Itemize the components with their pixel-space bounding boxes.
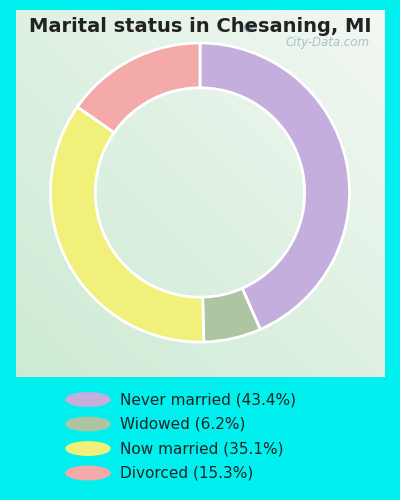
Text: Never married (43.4%): Never married (43.4%) bbox=[120, 392, 296, 407]
Text: Now married (35.1%): Now married (35.1%) bbox=[120, 441, 284, 456]
Text: City-Data.com: City-Data.com bbox=[285, 36, 369, 49]
Wedge shape bbox=[203, 288, 260, 342]
Circle shape bbox=[66, 442, 110, 456]
Circle shape bbox=[66, 418, 110, 431]
Circle shape bbox=[66, 466, 110, 480]
Wedge shape bbox=[200, 43, 350, 330]
Wedge shape bbox=[50, 107, 204, 342]
Text: Divorced (15.3%): Divorced (15.3%) bbox=[120, 466, 253, 480]
Circle shape bbox=[66, 393, 110, 406]
Wedge shape bbox=[77, 43, 200, 132]
Text: Marital status in Chesaning, MI: Marital status in Chesaning, MI bbox=[29, 18, 371, 36]
Text: Widowed (6.2%): Widowed (6.2%) bbox=[120, 416, 245, 432]
